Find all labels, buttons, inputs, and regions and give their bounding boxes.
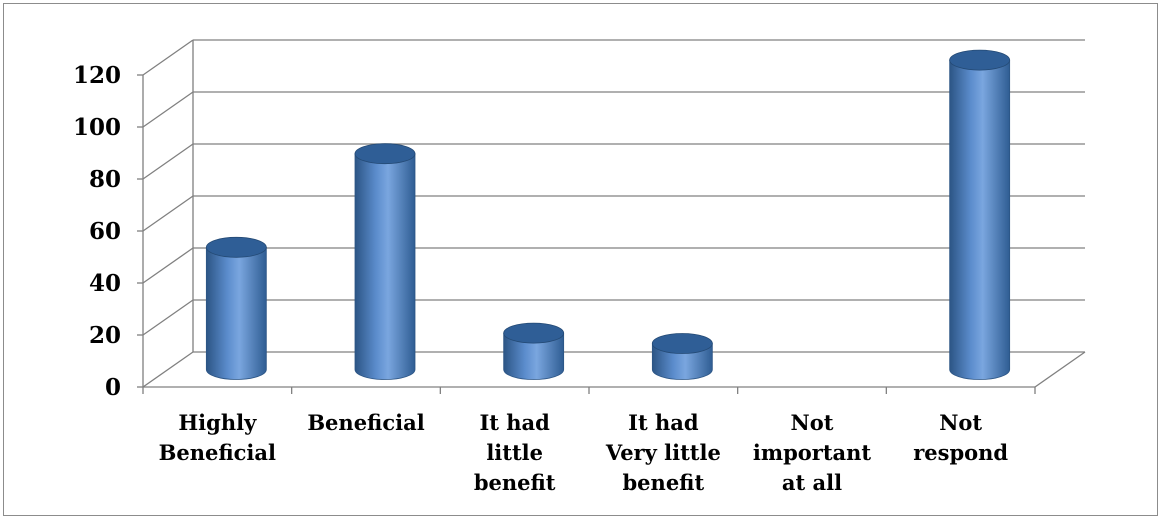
x-category-label: Highly Beneficial bbox=[159, 410, 276, 465]
x-category-label: Beneficial bbox=[307, 410, 424, 435]
bar-top bbox=[651, 333, 713, 354]
bar bbox=[651, 333, 713, 380]
gridline-side bbox=[142, 351, 194, 388]
x-category-label-line: benefit bbox=[623, 470, 705, 495]
y-tick-label: 80 bbox=[89, 166, 121, 193]
y-tick-label: 60 bbox=[89, 218, 121, 245]
y-tick-label: 40 bbox=[89, 270, 121, 297]
bar-body bbox=[503, 332, 565, 380]
x-axis-labels: Highly Beneficial Beneficial It had little be… bbox=[159, 410, 1009, 495]
y-tick-label: 0 bbox=[105, 374, 121, 401]
gridline-side bbox=[142, 247, 194, 284]
x-category-label-line: little bbox=[486, 440, 543, 465]
bars bbox=[205, 49, 1011, 380]
bar-top bbox=[503, 322, 565, 344]
bar-body bbox=[354, 153, 416, 380]
gridline-side bbox=[142, 195, 194, 232]
x-category-label-line: Beneficial bbox=[307, 410, 424, 435]
y-axis-ticks: 0 20 40 60 80 100 120 bbox=[73, 62, 121, 401]
x-category-label-line: It had bbox=[479, 410, 550, 435]
x-category-label: Not important at all bbox=[753, 410, 872, 495]
x-category-label: It had little benefit bbox=[474, 410, 556, 495]
x-category-label-line: Not bbox=[939, 410, 982, 435]
gridline-side bbox=[142, 91, 194, 128]
x-category-label-line: benefit bbox=[474, 470, 556, 495]
x-category-label-line: Not bbox=[791, 410, 834, 435]
gridline-side bbox=[142, 299, 194, 336]
x-category-label-line: respond bbox=[913, 440, 1008, 465]
bar bbox=[205, 236, 267, 380]
axes bbox=[137, 40, 1086, 394]
bar-top bbox=[205, 236, 267, 258]
x-category-label-line: Highly bbox=[178, 410, 257, 435]
x-category-label: It had Very little benefit bbox=[605, 410, 721, 495]
bar-body bbox=[205, 246, 267, 380]
y-tick-label: 120 bbox=[73, 62, 121, 89]
bar bbox=[354, 143, 416, 380]
gridline-side bbox=[142, 143, 194, 180]
floor-right-edge bbox=[1034, 351, 1086, 388]
bar bbox=[503, 322, 565, 380]
y-tick-label: 20 bbox=[89, 322, 121, 349]
bar-top bbox=[354, 143, 416, 165]
bar-top bbox=[949, 49, 1011, 71]
bar-body bbox=[949, 59, 1011, 380]
x-category-label-line: Very little bbox=[605, 440, 721, 465]
gridlines bbox=[142, 39, 1085, 388]
x-category-label-line: It had bbox=[628, 410, 699, 435]
x-category-label: Not respond bbox=[913, 410, 1008, 465]
y-tick-label: 100 bbox=[73, 114, 121, 141]
gridline-side bbox=[142, 39, 194, 76]
x-category-label-line: at all bbox=[782, 470, 842, 495]
bar bbox=[949, 49, 1011, 380]
x-category-label-line: important bbox=[753, 440, 872, 465]
x-category-label-line: Beneficial bbox=[159, 440, 276, 465]
